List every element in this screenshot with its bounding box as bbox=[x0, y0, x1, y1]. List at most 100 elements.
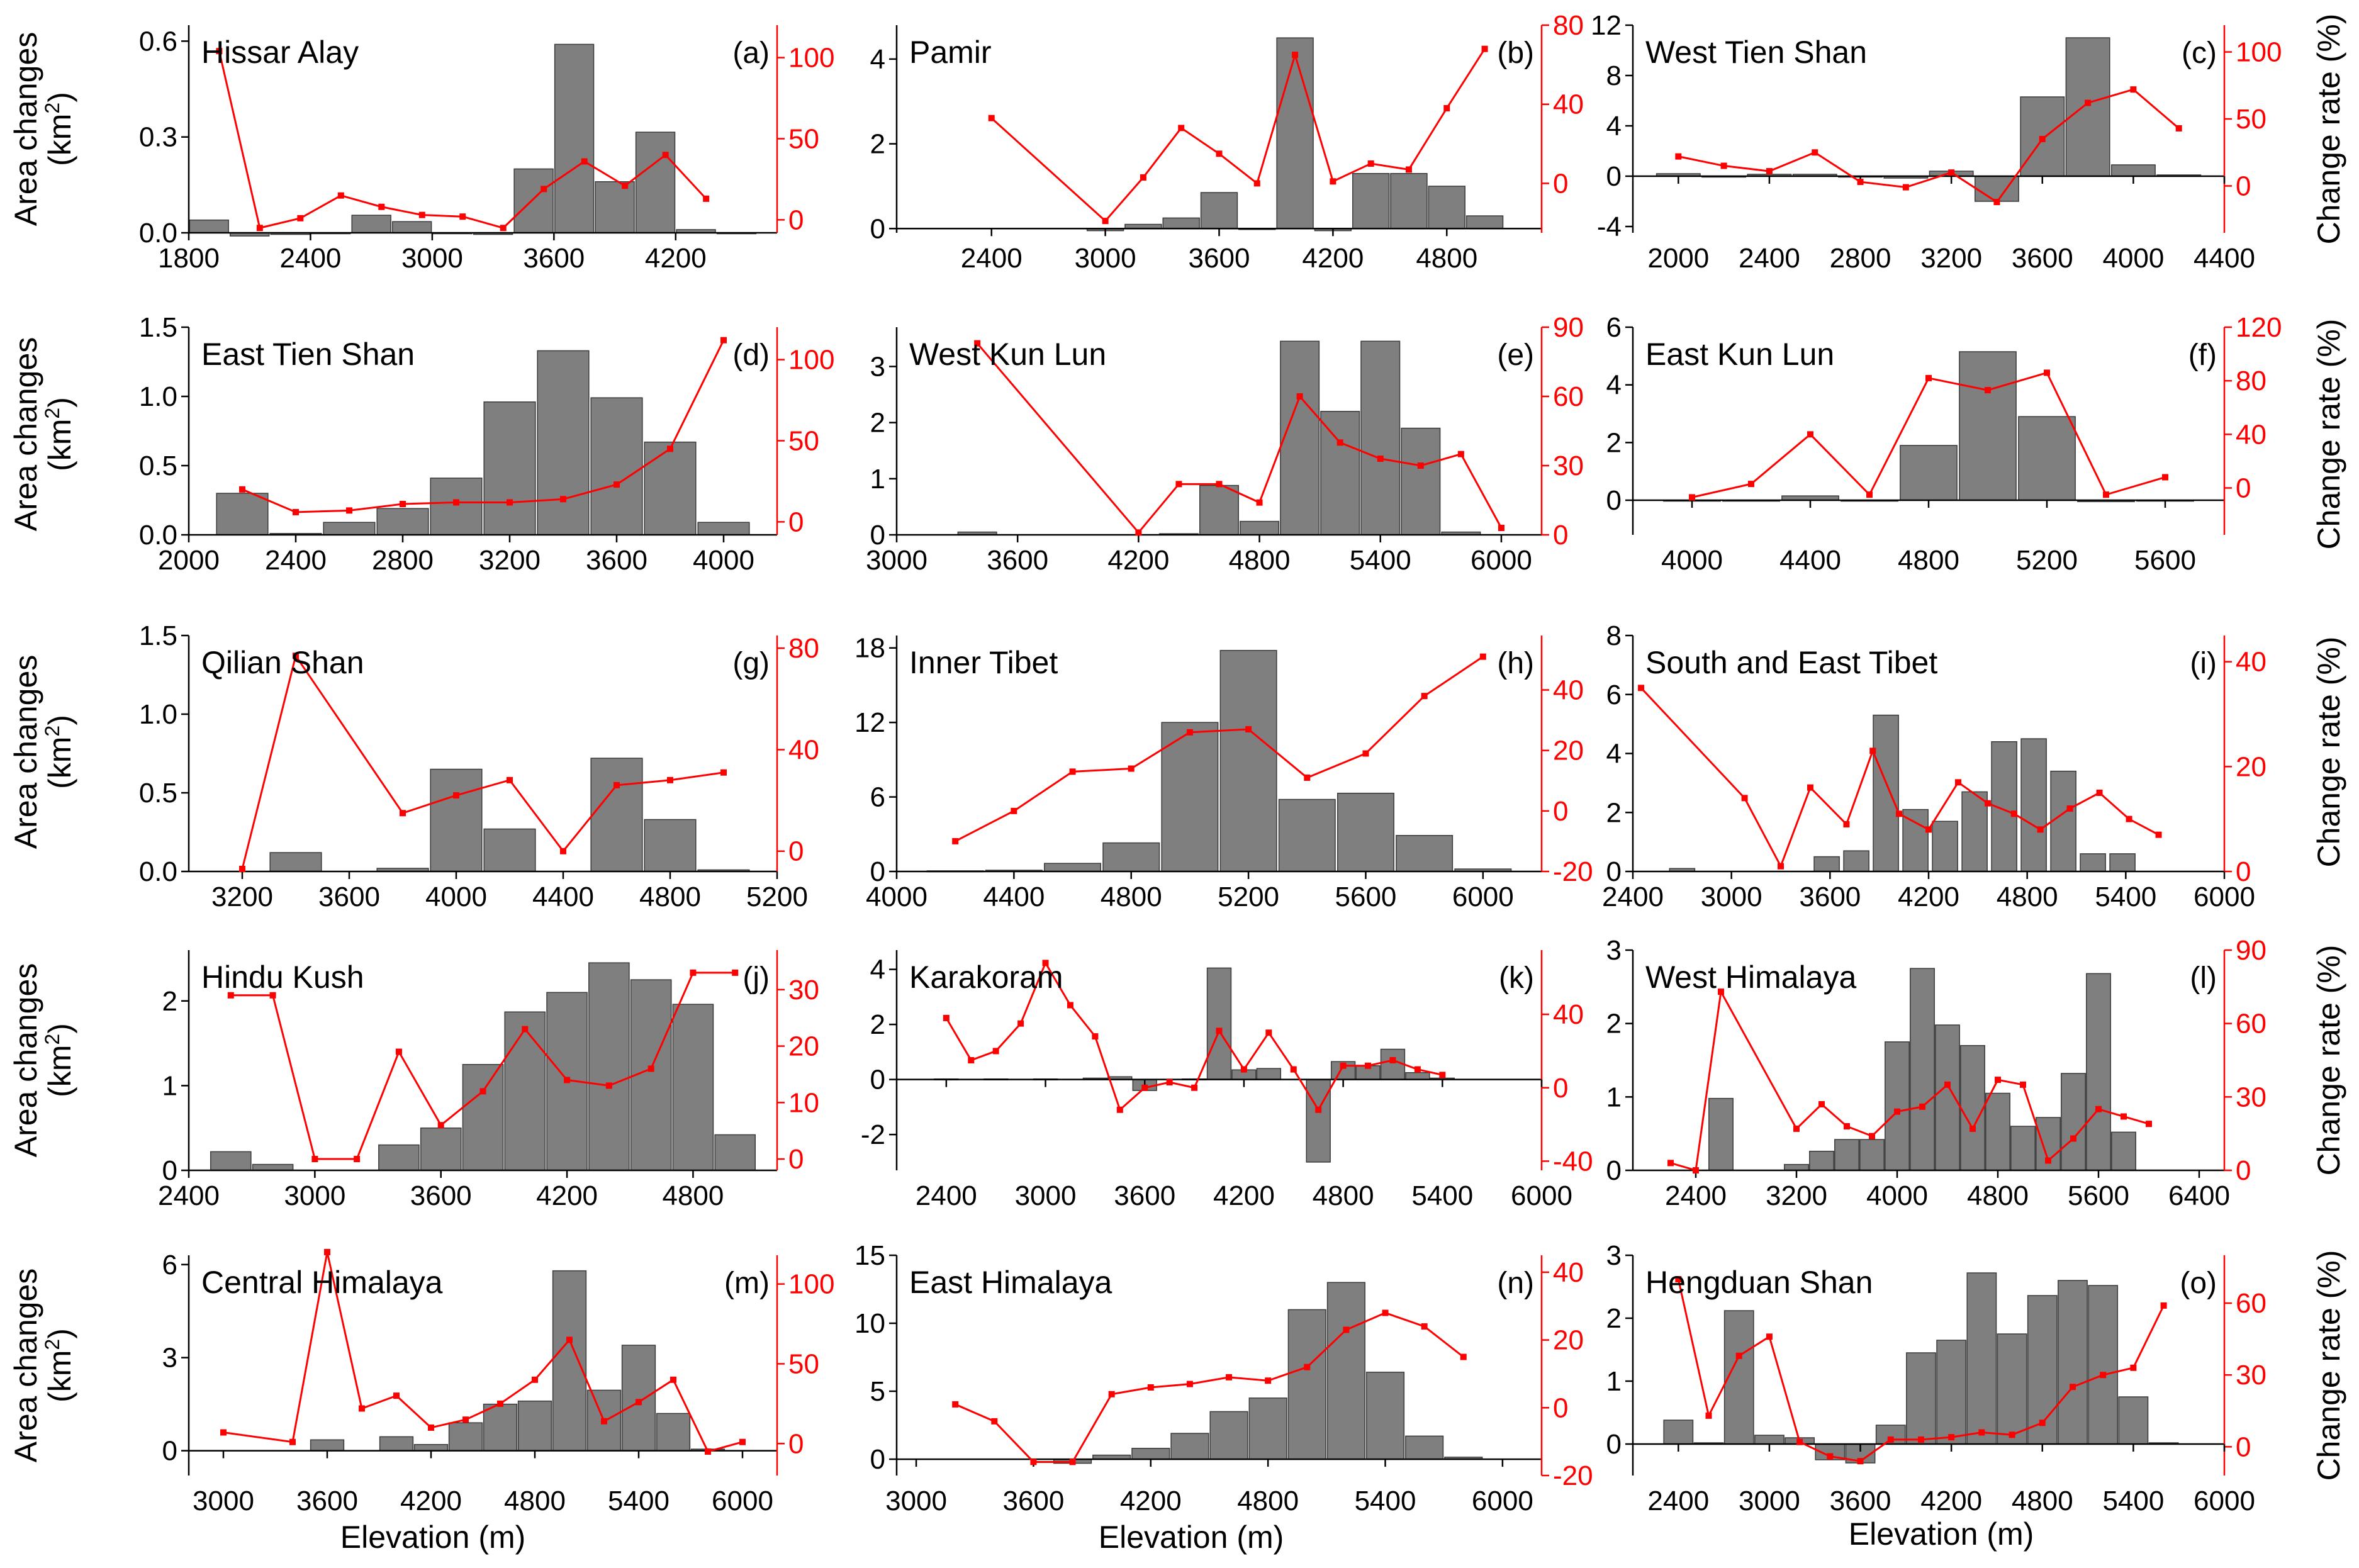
x-tick-label: 3600 bbox=[523, 243, 585, 274]
bar bbox=[310, 1439, 345, 1452]
left-tick-label: 0 bbox=[870, 520, 885, 551]
x-tick-label: 1800 bbox=[158, 243, 220, 274]
bar bbox=[2086, 973, 2111, 1171]
x-tick-label: 4200 bbox=[400, 1486, 462, 1516]
x-tick-label: 4000 bbox=[866, 882, 927, 912]
x-tick-label: 3000 bbox=[1701, 882, 1762, 912]
line-point bbox=[601, 1418, 607, 1425]
line-point bbox=[400, 501, 406, 508]
x-tick-label: 2400 bbox=[916, 1180, 977, 1211]
panel-c: -4 0 4 8 12 0 50 100 2000 2400 2800 3200 3600 4000 440… bbox=[1591, 10, 2282, 274]
left-tick-label: 4 bbox=[1606, 111, 1622, 142]
x-tick-label: 4000 bbox=[425, 882, 487, 912]
bar bbox=[1960, 1044, 1985, 1171]
x-tick-label: 4800 bbox=[1229, 545, 1291, 576]
line-point bbox=[667, 776, 673, 783]
line-point bbox=[2103, 491, 2109, 498]
right-tick-label: 30 bbox=[788, 975, 819, 1005]
x-tick-label: 4400 bbox=[983, 882, 1045, 912]
bar bbox=[1859, 1139, 1885, 1171]
panel-h: 0 6 12 18 -20 0 20 40 4000 4400 4800 5200 5600 6000 In… bbox=[855, 633, 1593, 912]
left-tick-label: 4 bbox=[1606, 739, 1622, 770]
line-point bbox=[289, 1438, 296, 1445]
line-point bbox=[1377, 456, 1384, 462]
right-tick-label: 0 bbox=[2236, 171, 2251, 201]
x-tick-label: 4800 bbox=[1237, 1486, 1299, 1516]
line-point bbox=[2039, 135, 2046, 142]
right-tick-label: 50 bbox=[788, 123, 819, 154]
line-point bbox=[1748, 481, 1754, 488]
x-tick-label: 6000 bbox=[2194, 1486, 2255, 1516]
change-rate-line bbox=[1678, 88, 2180, 204]
line-point bbox=[1389, 1057, 1396, 1063]
bar bbox=[1900, 445, 1958, 501]
bar bbox=[621, 1345, 656, 1452]
panel-title: West Himalaya bbox=[1645, 960, 1856, 995]
ylabel-left-row1: Area changes bbox=[8, 32, 43, 227]
bar bbox=[1390, 172, 1428, 230]
line-point bbox=[497, 1400, 503, 1407]
line-point bbox=[1807, 431, 1813, 438]
x-tick-label: 5400 bbox=[1411, 1180, 1473, 1211]
line-point bbox=[1265, 1029, 1272, 1036]
panel-tag: (g) bbox=[732, 647, 770, 680]
right-tick-label: 20 bbox=[1553, 736, 1584, 766]
line-point bbox=[1857, 1458, 1864, 1465]
x-tick-label: 4800 bbox=[1313, 1180, 1374, 1211]
x-tick-label: 3000 bbox=[1739, 1486, 1800, 1516]
line-point bbox=[507, 499, 513, 506]
bar bbox=[554, 43, 595, 233]
right-tick-label: 30 bbox=[1553, 451, 1584, 481]
line-point bbox=[739, 1438, 746, 1445]
line-point bbox=[2066, 805, 2073, 812]
line-point bbox=[1917, 1436, 1924, 1443]
line-point bbox=[1186, 729, 1193, 736]
right-tick-label: 100 bbox=[788, 345, 834, 376]
line-point bbox=[1948, 1434, 1955, 1441]
line-point bbox=[1296, 393, 1303, 400]
line-point bbox=[1304, 1364, 1311, 1370]
x-tick-label: 3600 bbox=[586, 545, 647, 576]
right-tick-label: 0 bbox=[1553, 520, 1568, 551]
right-tick-label: -20 bbox=[1553, 856, 1593, 887]
left-tick-label: 4 bbox=[1606, 370, 1622, 401]
right-tick-label: 0 bbox=[2236, 473, 2251, 503]
left-tick-label: 2 bbox=[870, 129, 885, 160]
line-point bbox=[1479, 653, 1486, 660]
right-tick-label: 0 bbox=[788, 836, 804, 867]
right-tick-label: 40 bbox=[2236, 647, 2267, 678]
x-tick-label: 6000 bbox=[1472, 1486, 1533, 1516]
bar bbox=[1885, 1041, 1910, 1171]
ylabel-right-row2: Change rate (%) bbox=[2311, 319, 2346, 550]
line-point bbox=[705, 1448, 711, 1455]
bar bbox=[2065, 37, 2110, 177]
bar bbox=[1326, 1282, 1365, 1460]
bar bbox=[483, 401, 536, 535]
panel-tag: (j) bbox=[742, 961, 770, 995]
left-tick-label: -4 bbox=[1597, 211, 1622, 242]
x-tick-label: 4400 bbox=[1779, 545, 1841, 576]
panel-a: 0.0 0.3 0.6 0 50 100 1800 2400 3000 3600 4200 Hissa… bbox=[139, 25, 834, 274]
ylabel-left-row3: Area changes bbox=[8, 655, 43, 849]
left-tick-label: 2 bbox=[870, 408, 885, 439]
line-point bbox=[1216, 150, 1223, 157]
x-tick-label: 5400 bbox=[1355, 1486, 1416, 1516]
bar bbox=[595, 181, 635, 233]
left-tick-label: 1.5 bbox=[139, 312, 177, 343]
x-tick-label: 4200 bbox=[645, 243, 707, 274]
line-point bbox=[1498, 525, 1504, 531]
line-point bbox=[1778, 863, 1784, 870]
bar bbox=[1932, 820, 1958, 872]
line-point bbox=[1818, 1101, 1825, 1107]
change-rate-line bbox=[955, 656, 1484, 843]
line-point bbox=[1414, 1066, 1421, 1073]
right-tick-label: 0 bbox=[1553, 1392, 1568, 1423]
bar bbox=[1985, 1092, 2010, 1171]
x-tick-label: 4200 bbox=[1120, 1486, 1182, 1516]
bar bbox=[2109, 853, 2136, 872]
line-point bbox=[220, 1429, 227, 1436]
line-point bbox=[2045, 1157, 2051, 1164]
change-rate-line bbox=[1640, 687, 2160, 869]
